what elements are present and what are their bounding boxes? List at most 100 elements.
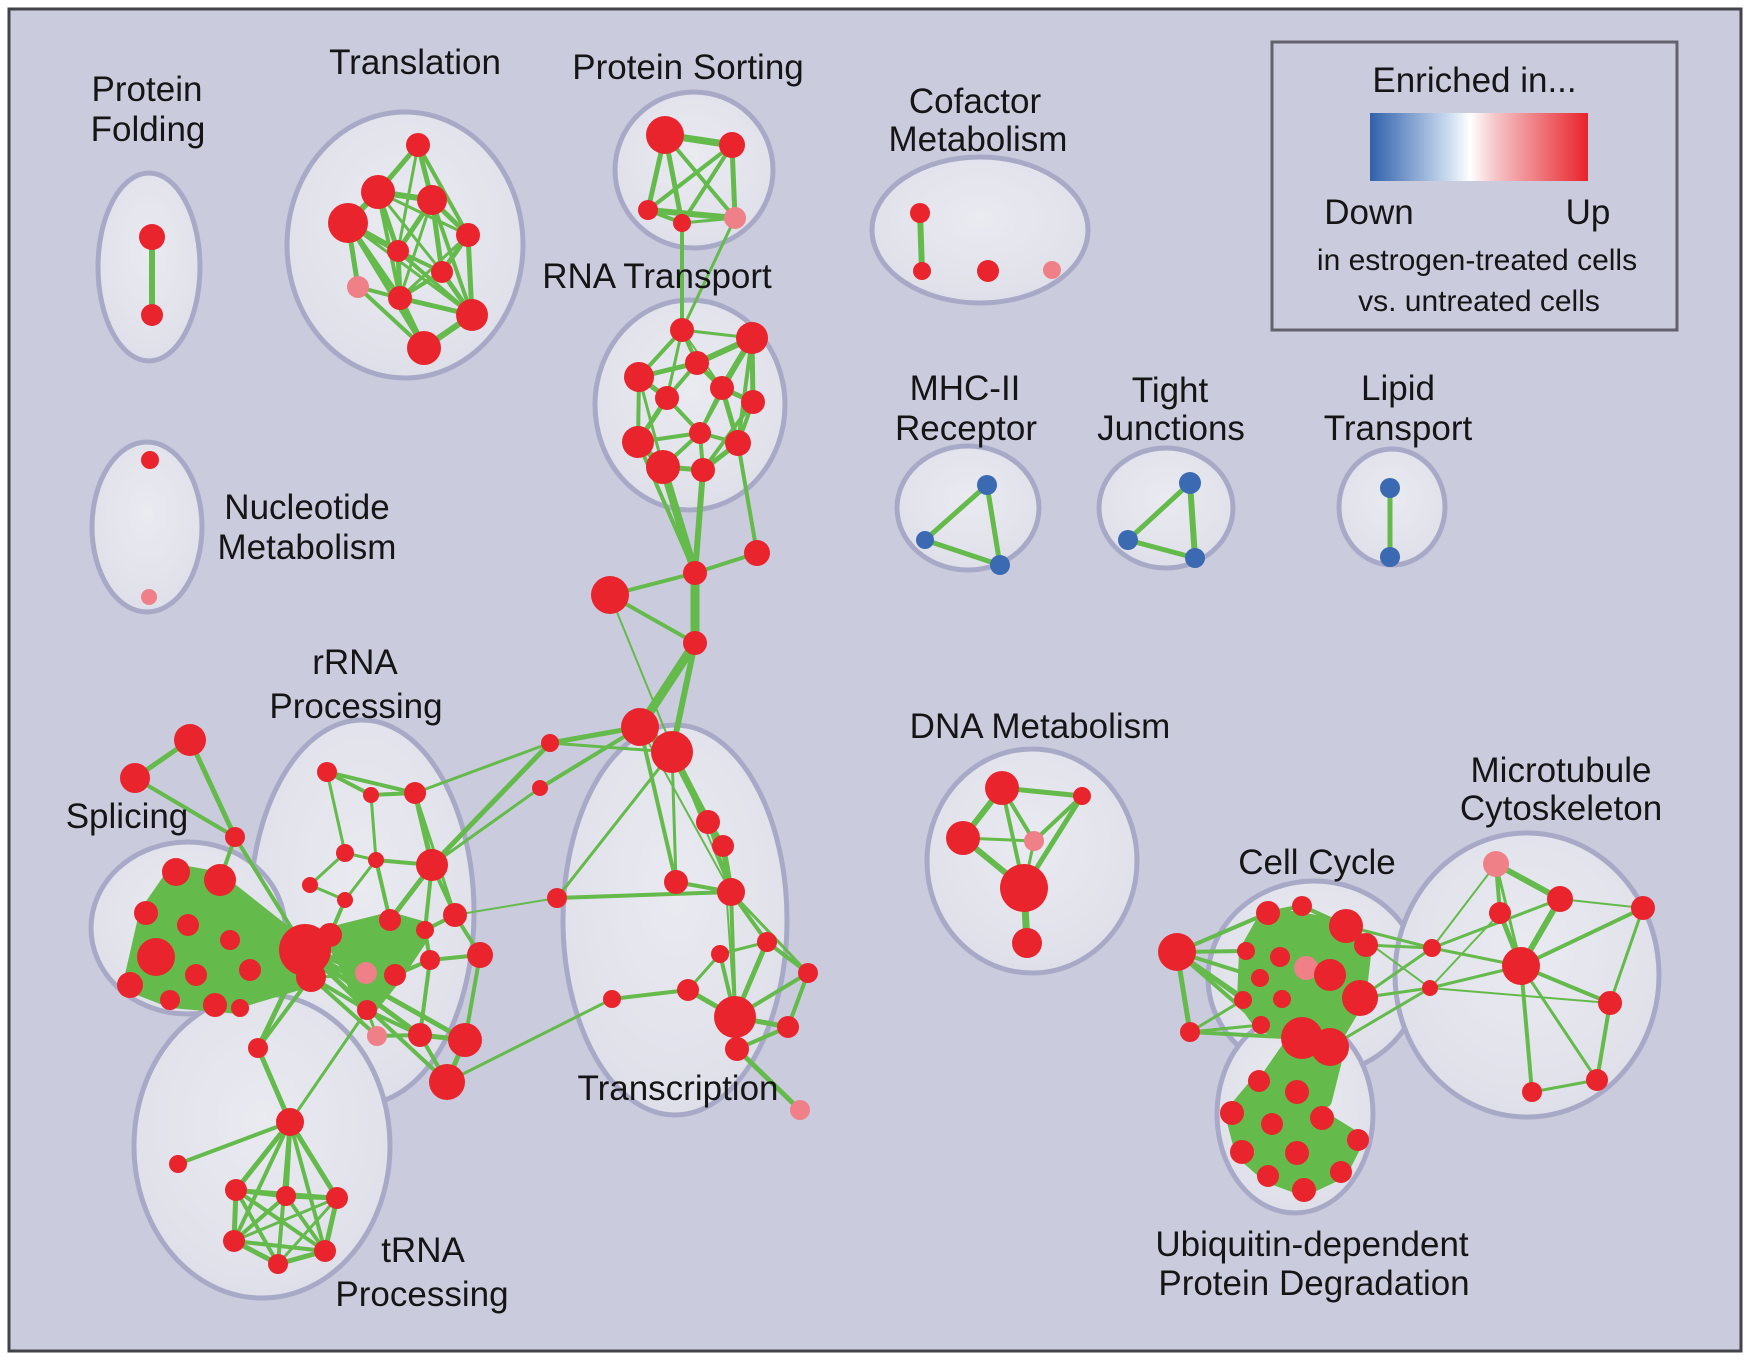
legend-subtitle-line1: in estrogen-treated cells	[1317, 244, 1637, 277]
network-node-cf2	[913, 262, 931, 280]
network-node-lt2	[1380, 547, 1400, 567]
network-edge-ps3-ps5	[645, 207, 738, 221]
network-node-s10	[203, 993, 227, 1017]
network-node-l1	[541, 734, 559, 752]
network-edge-mt4-mt8	[1519, 964, 1534, 1094]
network-node-rr5	[368, 852, 384, 868]
legend-title: Enriched in...	[1372, 61, 1576, 100]
cluster-bubble-mhc-ii-receptor	[894, 443, 1042, 573]
cluster-label-12: Junctions	[1097, 409, 1245, 448]
network-edge-td2-rr17	[288, 1008, 369, 1124]
network-edge-hu1-rr20	[303, 948, 449, 1084]
network-node-t1	[406, 133, 430, 157]
network-edge-tri1-tri3	[187, 737, 238, 840]
network-node-r5	[710, 376, 734, 400]
network-node-mh1	[977, 475, 997, 495]
network-node-pf1	[139, 224, 165, 250]
network-node-s4	[177, 914, 199, 936]
network-node-ub7	[1230, 1140, 1254, 1164]
network-edge-b1-h2	[555, 750, 674, 900]
network-edge-td2-td4	[233, 1119, 293, 1193]
network-node-cc14	[1314, 959, 1346, 991]
network-node-mb2	[1422, 980, 1438, 996]
cluster-label-17: Splicing	[66, 797, 189, 836]
network-node-rr21	[367, 1026, 387, 1046]
network-node-tr11	[798, 963, 818, 983]
network-node-s6	[185, 964, 207, 986]
network-node-r7	[655, 386, 679, 410]
network-node-h1	[621, 708, 659, 746]
network-node-rr14	[384, 964, 406, 986]
network-node-rr9	[379, 909, 401, 931]
network-edge-td5-td8	[284, 1194, 327, 1253]
network-node-cc4	[1292, 896, 1312, 916]
network-edge-td5-td7	[232, 1194, 288, 1243]
network-edge-mh1-mh2	[922, 482, 990, 543]
cluster-label-24: Processing	[335, 1275, 508, 1314]
cluster-label-23: tRNA	[381, 1231, 465, 1270]
cluster-label-18: DNA Metabolism	[910, 707, 1171, 746]
network-edge-cc2-cc9	[1188, 998, 1245, 1034]
network-node-cf4	[1043, 261, 1061, 279]
network-node-tri3	[225, 827, 245, 847]
network-node-r10	[725, 430, 751, 456]
cluster-label-3: Protein Sorting	[572, 48, 804, 87]
network-node-td4	[225, 1179, 247, 1201]
network-node-mh3	[990, 555, 1010, 575]
network-node-t9	[388, 286, 412, 310]
network-edge-r10-x2	[736, 441, 759, 555]
network-node-s5	[137, 938, 175, 976]
network-node-t5	[456, 223, 480, 247]
network-node-ub3	[1220, 1101, 1244, 1125]
legend-box	[1270, 40, 1679, 332]
network-node-cc3	[1256, 901, 1280, 925]
network-node-tr3	[717, 878, 745, 906]
network-node-dn1	[985, 771, 1019, 805]
network-node-mt8	[1522, 1082, 1542, 1102]
network-node-x2	[744, 540, 770, 566]
cluster-label-4: RNA Transport	[542, 257, 772, 296]
network-edge-tri2-tri3	[133, 776, 237, 839]
network-edge-mh2-mh3	[922, 537, 1003, 568]
network-node-cc7	[1294, 956, 1318, 980]
network-edge-mt5-mt6	[1608, 906, 1645, 1005]
network-node-s11	[239, 959, 261, 981]
network-edge-tr13-rr20	[445, 997, 614, 1084]
network-node-rr1	[317, 762, 337, 782]
network-edge-hu2-s10	[213, 975, 313, 1007]
network-edge-tj1-tj3	[1187, 480, 1198, 561]
network-node-r9	[689, 422, 711, 444]
network-node-nm1	[141, 451, 159, 469]
legend-down-label: Down	[1324, 193, 1413, 232]
network-edge-ps2-ps4	[680, 143, 734, 225]
network-node-t2	[361, 175, 395, 209]
network-node-mt1	[1483, 851, 1509, 877]
network-node-tr12	[790, 1100, 810, 1120]
cluster-label-21: Cytoskeleton	[1460, 789, 1662, 828]
network-node-rr17	[357, 1000, 377, 1020]
cluster-label-7: Nucleotide	[224, 488, 389, 527]
network-node-cf1	[910, 203, 930, 223]
network-edge-l2-rr6	[430, 786, 542, 867]
network-node-ps5	[724, 207, 746, 229]
network-edge-td4-td9	[234, 1188, 280, 1266]
network-node-x1	[683, 561, 707, 585]
network-node-t8	[347, 276, 369, 298]
network-node-ub9	[1330, 1161, 1352, 1183]
cluster-label-11: Tight	[1132, 371, 1209, 410]
network-node-hu1	[279, 924, 331, 976]
network-edge-l1-rr6	[429, 740, 553, 868]
legend-up-label: Up	[1566, 193, 1611, 232]
network-node-ub11	[1292, 1178, 1316, 1202]
network-node-rr12	[467, 942, 493, 968]
network-edge-tj2-tj3	[1125, 537, 1198, 561]
cluster-label-9: MHC-II	[910, 369, 1021, 408]
network-node-s2	[204, 864, 236, 896]
cluster-label-15: rRNA	[312, 643, 398, 682]
network-node-tr1	[696, 810, 720, 834]
network-node-mh2	[916, 531, 934, 549]
legend-subtitle-line2: vs. untreated cells	[1358, 285, 1600, 318]
network-edge-rr1-rr4	[325, 770, 347, 855]
